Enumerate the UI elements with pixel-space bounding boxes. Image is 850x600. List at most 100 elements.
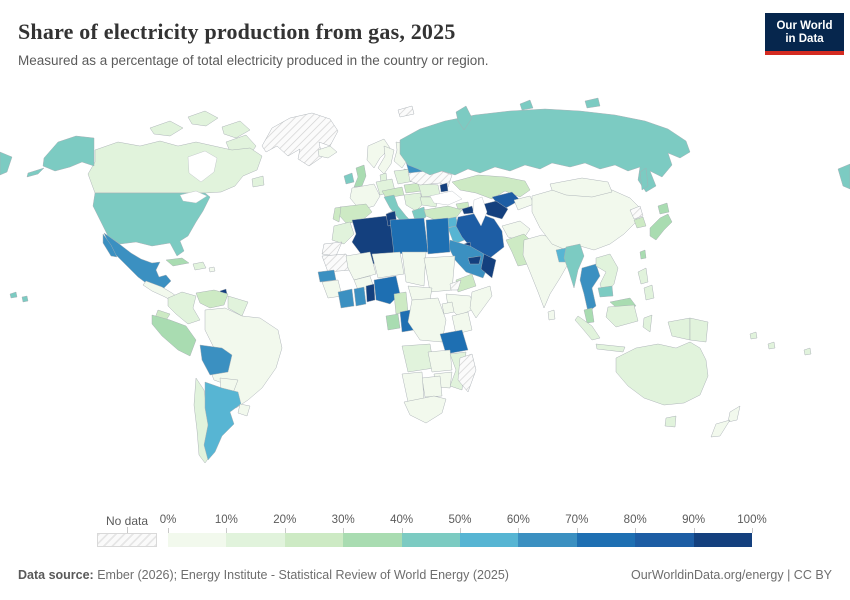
map-region-uruguay[interactable]: [237, 403, 251, 417]
map-region-somalia[interactable]: [469, 285, 493, 319]
map-region-cambodia[interactable]: [597, 285, 614, 298]
map-region-russia-wrap-left[interactable]: [0, 151, 13, 176]
map-region-colombia[interactable]: [167, 291, 201, 325]
map-region-ivory-coast[interactable]: [337, 288, 355, 309]
legend-bin-7[interactable]: [576, 533, 636, 547]
map-region-oman[interactable]: [480, 253, 497, 279]
legend-bin-8[interactable]: [635, 533, 694, 547]
map-region-mali[interactable]: [345, 251, 377, 281]
map-region-thailand[interactable]: [579, 263, 601, 313]
map-region-pacific-island[interactable]: [749, 331, 758, 340]
map-region-venezuela[interactable]: [195, 289, 229, 309]
map-region-botswana[interactable]: [421, 375, 443, 398]
map-region-canada[interactable]: [187, 110, 219, 127]
map-region-gabon[interactable]: [385, 313, 401, 331]
map-region-balkans[interactable]: [403, 192, 425, 212]
map-region-philippines[interactable]: [643, 284, 655, 301]
owid-logo[interactable]: Our World in Data: [765, 13, 844, 55]
map-region-russia[interactable]: [399, 108, 691, 193]
map-region-ireland[interactable]: [343, 172, 355, 185]
map-region-portugal[interactable]: [332, 206, 342, 223]
map-region-indonesia-sumatra[interactable]: [574, 315, 601, 341]
legend-no-data-swatch[interactable]: [97, 533, 157, 547]
legend-bin-4[interactable]: [401, 533, 461, 547]
map-region-united-states-hawaii[interactable]: [21, 295, 29, 303]
map-region-new-zealand-south[interactable]: [710, 419, 731, 438]
map-region-mexico[interactable]: [103, 232, 172, 289]
map-region-indonesia-sulawesi[interactable]: [642, 314, 653, 333]
map-region-united-states[interactable]: [92, 192, 211, 257]
map-region-malaysia-peninsula[interactable]: [583, 307, 595, 324]
map-region-western-sahara[interactable]: [321, 241, 343, 257]
map-region-philippines[interactable]: [637, 267, 649, 285]
map-region-france[interactable]: [349, 183, 381, 211]
map-region-north-korea[interactable]: [629, 205, 644, 220]
legend-bin-6[interactable]: [518, 533, 577, 547]
map-region-morocco[interactable]: [331, 221, 355, 245]
map-region-papua-new-guinea[interactable]: [689, 317, 709, 343]
map-region-south-korea[interactable]: [633, 216, 647, 229]
map-region-greenland[interactable]: [261, 112, 339, 167]
legend-bin-2[interactable]: [284, 533, 344, 547]
map-region-uae-qatar[interactable]: [467, 255, 482, 265]
map-region-chad[interactable]: [401, 251, 427, 287]
map-region-indonesia-java[interactable]: [595, 343, 626, 353]
map-region-niger[interactable]: [371, 251, 405, 279]
map-region-australia[interactable]: [615, 341, 709, 406]
map-region-central-african-republic[interactable]: [407, 285, 433, 301]
map-region-argentina[interactable]: [203, 381, 242, 461]
map-region-canada[interactable]: [221, 120, 251, 139]
map-region-mauritania[interactable]: [321, 253, 351, 273]
map-region-eritrea[interactable]: [449, 279, 462, 291]
map-region-egypt[interactable]: [425, 217, 451, 255]
map-region-pacific-island[interactable]: [767, 341, 776, 350]
map-region-united-states-hawaii[interactable]: [9, 291, 18, 299]
map-region-united-states-alaska[interactable]: [42, 135, 95, 172]
map-region-bolivia[interactable]: [199, 344, 233, 376]
map-region-peru[interactable]: [151, 314, 197, 357]
map-region-sri-lanka[interactable]: [547, 309, 556, 321]
map-region-puerto-rico[interactable]: [208, 266, 216, 273]
map-region-russia-sakhalin[interactable]: [639, 167, 649, 191]
map-region-japan-honshu[interactable]: [649, 213, 673, 241]
map-region-new-zealand-north[interactable]: [727, 405, 741, 423]
map-region-russia-novaya-zemlya[interactable]: [455, 105, 473, 131]
map-region-tanzania[interactable]: [439, 329, 469, 355]
map-region-uganda[interactable]: [441, 301, 455, 315]
map-region-canada[interactable]: [251, 175, 265, 188]
legend-bin-5[interactable]: [460, 533, 519, 547]
map-region-zambia[interactable]: [427, 349, 453, 373]
map-region-madagascar[interactable]: [457, 353, 477, 393]
map-region-pacific-island[interactable]: [803, 347, 812, 356]
map-region-australia-tasmania[interactable]: [664, 415, 677, 428]
map-region-russia-wrap-right[interactable]: [837, 163, 850, 190]
legend-bin-0[interactable]: [168, 533, 227, 547]
map-region-russia-arctic-island[interactable]: [584, 97, 601, 109]
map-region-united-kingdom[interactable]: [353, 164, 367, 188]
map-region-kenya[interactable]: [451, 311, 473, 335]
map-region-dr-congo[interactable]: [407, 297, 447, 343]
map-region-mongolia[interactable]: [549, 177, 613, 198]
map-region-russia-arctic-island[interactable]: [519, 99, 534, 111]
map-region-united-states-aleutians[interactable]: [26, 167, 45, 178]
map-region-ghana[interactable]: [353, 286, 367, 307]
map-region-moldova[interactable]: [439, 182, 449, 193]
map-region-svalbard[interactable]: [397, 105, 415, 118]
map-region-hispaniola[interactable]: [192, 261, 207, 271]
map-region-indonesia-borneo[interactable]: [605, 304, 639, 328]
map-region-iceland[interactable]: [317, 145, 338, 159]
map-region-myanmar[interactable]: [563, 243, 585, 289]
map-region-indonesia-west-papua[interactable]: [667, 317, 691, 341]
legend-bin-3[interactable]: [343, 533, 402, 547]
map-region-kazakhstan[interactable]: [451, 174, 531, 200]
map-region-senegal[interactable]: [317, 269, 337, 283]
map-region-cuba[interactable]: [165, 257, 190, 267]
map-region-namibia[interactable]: [401, 371, 425, 403]
footer-link[interactable]: OurWorldinData.org/energy | CC BY: [630, 568, 832, 582]
map-region-togo-benin[interactable]: [365, 283, 376, 303]
map-region-south-africa[interactable]: [403, 395, 447, 424]
map-region-libya[interactable]: [389, 217, 429, 255]
map-region-mexico-baja[interactable]: [102, 233, 118, 258]
legend-bin-1[interactable]: [226, 533, 285, 547]
map-region-japan-hokkaido[interactable]: [657, 202, 670, 215]
